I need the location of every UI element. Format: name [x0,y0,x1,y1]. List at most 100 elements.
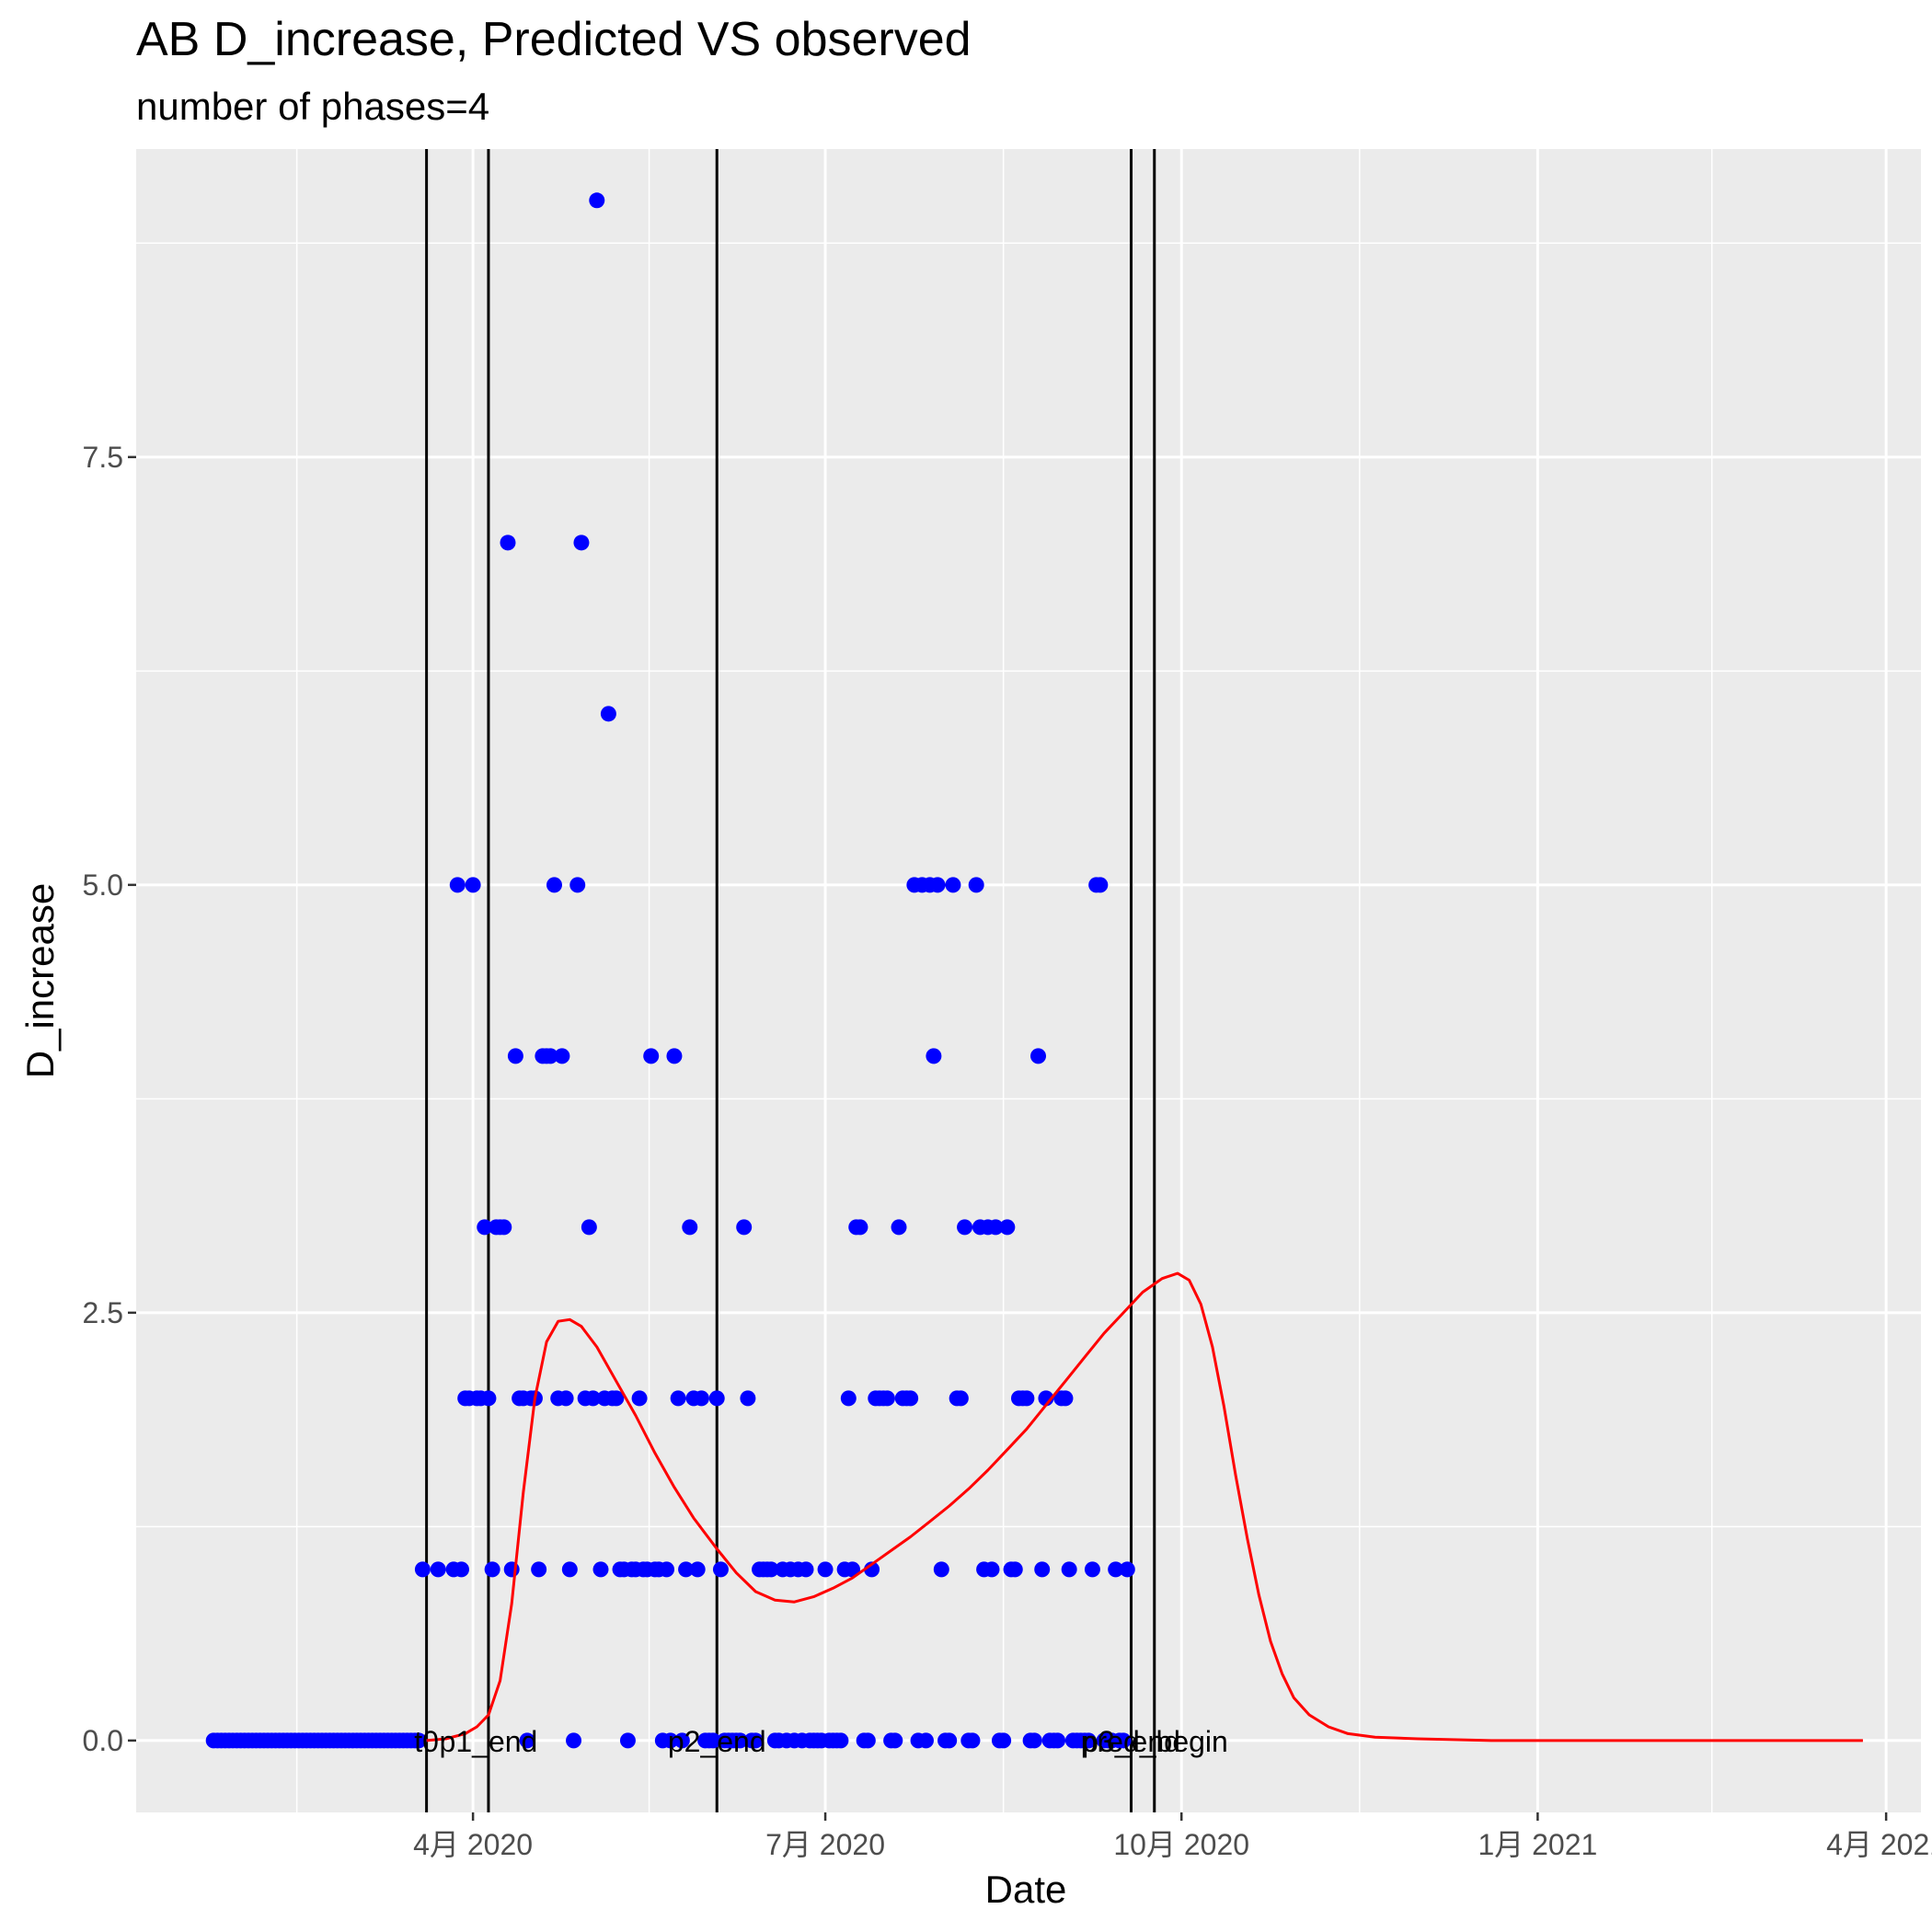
observed-point [845,1561,861,1578]
observed-point [1108,1561,1124,1578]
y-axis-title: D_increase [18,883,62,1078]
observed-point [673,1732,690,1749]
observed-point [585,1390,602,1407]
observed-point [731,1732,748,1749]
phase-line-label: p3_end [1082,1725,1180,1758]
observed-point [496,1219,512,1236]
observed-point [1084,1561,1100,1578]
observed-point [561,1561,578,1578]
x-tick-label: 4月 2020 [413,1828,533,1861]
axes: 0.0 2.5 5.0 7.5 4月 2020 7月 2020 10月 2020 1月 202… [83,441,1932,1861]
observed-point [608,1390,625,1407]
observed-point [840,1390,857,1407]
plot-panel [136,149,1921,1812]
observed-point [798,1561,814,1578]
observed-point [542,1048,558,1064]
observed-point [1115,1732,1132,1749]
observed-point [693,1390,709,1407]
observed-point [708,1390,725,1407]
observed-point [852,1219,868,1236]
observed-point [903,1390,919,1407]
observed-point [507,1048,523,1064]
observed-point [917,1732,934,1749]
observed-point [1119,1561,1135,1578]
observed-point [1006,1561,1023,1578]
observed-point [957,1219,973,1236]
observed-point [995,1732,1012,1749]
predicted-curve-layer [426,1271,1863,1742]
observed-point [933,1561,949,1578]
observed-point [619,1732,636,1749]
observed-point [817,1561,834,1578]
y-tick-label: 5.0 [83,868,123,902]
phase-line-label: p1_end [440,1725,538,1758]
chart-subtitle: number of phases=4 [136,85,489,128]
x-tick-label: 1月 2021 [1478,1828,1597,1861]
observed-point [705,1732,721,1749]
observed-point [1026,1732,1042,1749]
observed-point [747,1732,764,1749]
observed-point [929,877,946,893]
x-tick-label: 7月 2020 [765,1828,885,1861]
observed-point [554,1048,570,1064]
observed-point [546,877,562,893]
observed-point [682,1219,698,1236]
observed-point [1050,1732,1066,1749]
observed-point [566,1732,582,1749]
observed-point [1018,1390,1035,1407]
observed-point [477,1219,493,1236]
observed-point [1092,877,1109,893]
observed-point [859,1732,876,1749]
observed-point [689,1561,706,1578]
observed-point [531,1561,547,1578]
observed-point [631,1390,648,1407]
observed-point [558,1390,574,1407]
observed-point [643,1048,660,1064]
observed-point [410,1732,427,1749]
observed-point [414,1561,431,1578]
observed-point [736,1219,753,1236]
observed-point [519,1732,535,1749]
observed-point [987,1219,1004,1236]
observed-point [569,877,586,893]
observed-point [500,535,516,551]
observed-point [1030,1048,1047,1064]
observed-point [964,1732,981,1749]
observed-point [945,877,961,893]
observed-point [581,1219,597,1236]
y-tick-label: 0.0 [83,1724,123,1757]
observed-point [941,1732,958,1749]
observed-point [879,1390,895,1407]
observed-point [430,1561,446,1578]
observed-point [670,1390,686,1407]
observed-point [763,1561,779,1578]
grid-lines [136,149,1921,1812]
observed-point [1080,1732,1097,1749]
phase-line-label: pred_begin [1081,1725,1228,1758]
y-tick-label: 7.5 [83,441,123,474]
observed-point [1034,1561,1051,1578]
observed-point [887,1732,903,1749]
phase-line-label: t0 [414,1725,439,1758]
chart-title: AB D_increase, Predicted VS observed [136,13,972,66]
x-tick-label: 10月 2020 [1113,1828,1249,1861]
observed-point [573,535,590,551]
observed-point [983,1561,1000,1578]
observed-point [968,877,984,893]
observed-point [589,192,605,209]
observed-point [662,1732,679,1749]
y-tick-label: 2.5 [83,1296,123,1329]
phase-line-label: p2_end [668,1725,766,1758]
phase-lines [425,149,1156,1812]
observed-point [453,1561,469,1578]
observed-point [926,1048,942,1064]
observed-point [484,1561,500,1578]
observed-point [659,1561,675,1578]
x-axis-title: Date [985,1868,1067,1911]
observed-point [600,706,616,722]
observed-point [592,1561,609,1578]
observed-point [666,1048,683,1064]
observed-point [1057,1390,1074,1407]
observed-point [480,1390,497,1407]
